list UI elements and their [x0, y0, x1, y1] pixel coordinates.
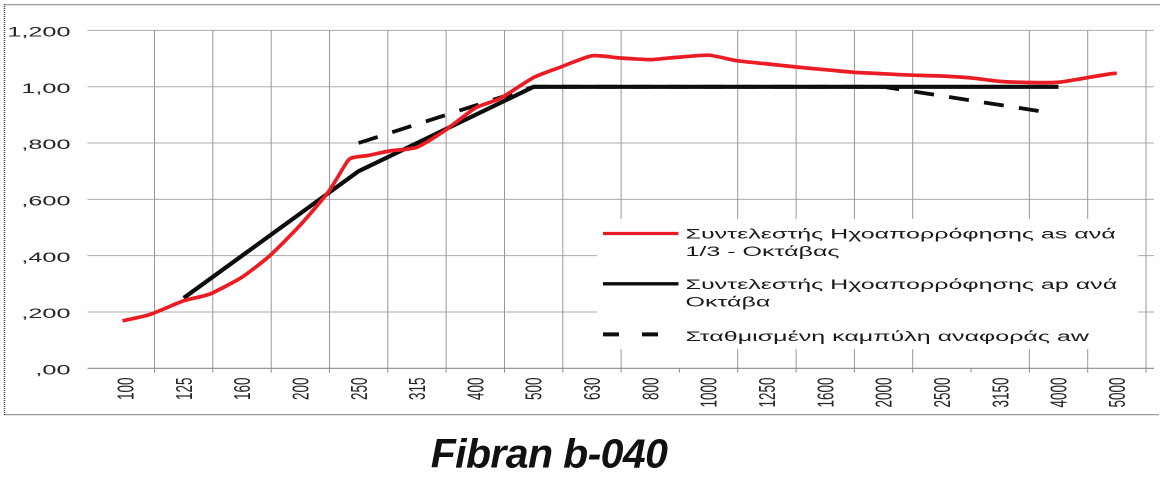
svg-text:160: 160	[229, 378, 255, 401]
svg-text:3150: 3150	[988, 378, 1014, 408]
svg-text:Σταθμισμένη καμπύλη αναφοράς a: Σταθμισμένη καμπύλη αναφοράς aw	[686, 330, 1090, 345]
svg-text:Συντελεστής Ηχοαπορρόφησης as: Συντελεστής Ηχοαπορρόφησης as ανά	[686, 227, 1117, 242]
svg-text:Οκτάβα: Οκτάβα	[686, 295, 771, 310]
svg-text:5000: 5000	[1104, 378, 1130, 408]
svg-text:1600: 1600	[813, 378, 839, 408]
svg-text:800: 800	[638, 378, 664, 401]
svg-text:125: 125	[171, 378, 197, 401]
svg-text:630: 630	[579, 378, 605, 401]
svg-text:250: 250	[346, 378, 372, 401]
svg-text:400: 400	[463, 378, 489, 401]
svg-text:2500: 2500	[929, 378, 955, 408]
svg-text:Συντελεστής Ηχοαπορρόφησης ap: Συντελεστής Ηχοαπορρόφησης ap ανά	[686, 278, 1118, 293]
svg-text:,200: ,200	[21, 307, 70, 322]
svg-text:1,200: 1,200	[7, 25, 70, 40]
svg-text:,800: ,800	[21, 138, 70, 153]
svg-text:315: 315	[404, 378, 430, 401]
svg-text:1000: 1000	[696, 378, 722, 408]
svg-text:500: 500	[521, 378, 547, 401]
svg-text:2000: 2000	[871, 378, 897, 408]
svg-text:,00: ,00	[35, 363, 70, 378]
svg-text:1,00: 1,00	[21, 81, 70, 96]
svg-text:4000: 4000	[1046, 378, 1072, 408]
svg-text:,600: ,600	[21, 194, 70, 209]
svg-text:100: 100	[113, 378, 139, 401]
svg-text:Fibran b-040: Fibran b-040	[431, 431, 668, 477]
svg-text:1250: 1250	[754, 378, 780, 408]
svg-text:1/3 - Οκτάβας: 1/3 - Οκτάβας	[686, 245, 840, 260]
svg-text:200: 200	[288, 378, 314, 401]
svg-text:,400: ,400	[21, 250, 70, 265]
